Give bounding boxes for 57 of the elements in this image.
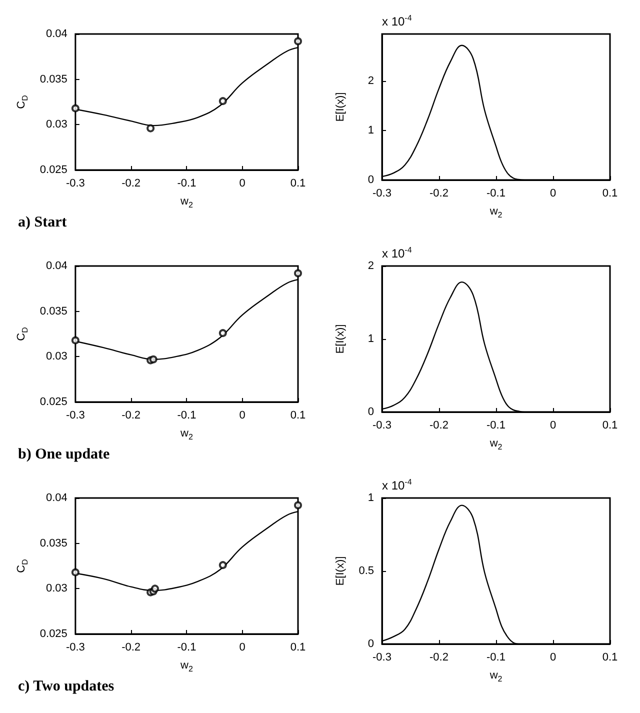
x-tick-label: -0.3 [372, 652, 392, 664]
x-tick-label: -0.3 [372, 420, 392, 432]
x-tick-label: -0.3 [66, 178, 85, 190]
y-tick-label: 0.035 [40, 537, 68, 550]
x-tick-label: -0.2 [430, 188, 448, 200]
x-tick-label: -0.1 [486, 188, 506, 200]
y-tick-label: 2 [368, 75, 374, 88]
x-tick-label: -0.3 [66, 642, 85, 654]
y-tick-label: 0.04 [46, 260, 68, 272]
x-tick-label: -0.3 [372, 188, 392, 200]
x-tick-label: 0 [550, 420, 556, 432]
text: b) One update [18, 446, 110, 462]
x-tick-label: -0.1 [486, 420, 506, 432]
y-axis-title: E[I(x)] [334, 556, 346, 586]
x-tick-label: 0.1 [290, 178, 306, 190]
x-tick-label: -0.2 [430, 652, 448, 664]
y-tick-label: 0.5 [358, 565, 374, 577]
x-tick-label: 0.1 [290, 410, 306, 422]
y-tick-label: 0.03 [46, 350, 68, 363]
x-tick-label: -0.3 [66, 410, 85, 422]
x-tick-label: -0.1 [486, 652, 506, 664]
y-axis-title: CD [16, 94, 30, 109]
y-tick-label: 0.04 [46, 28, 68, 40]
x-tick-label: 0 [239, 642, 246, 654]
y-tick-label: 0.025 [40, 628, 68, 640]
y-axis-title: CD [16, 558, 30, 573]
x-tick-label: -0.1 [177, 642, 196, 654]
y-tick-label: 0.025 [40, 164, 68, 176]
y-tick-label: 0.035 [40, 305, 68, 318]
x-tick-label: 0.1 [290, 642, 306, 654]
y-tick-label: 0.025 [40, 396, 68, 408]
x-tick-label: 0 [239, 410, 246, 422]
text: c) Two updates [18, 678, 114, 694]
y-axis-title: CD [16, 326, 30, 341]
x-tick-label: 0 [239, 178, 246, 190]
x-tick-label: -0.1 [177, 410, 196, 422]
text: a) Start [18, 214, 67, 230]
x-tick-label: -0.2 [122, 642, 141, 654]
y-tick-label: 1 [368, 124, 374, 137]
x-tick-label: 0 [550, 652, 556, 664]
y-axis-title: E[I(x)] [334, 92, 346, 122]
x-tick-label: 0 [550, 188, 556, 200]
x-tick-label: -0.2 [430, 420, 448, 432]
y-tick-label: 2 [368, 260, 374, 272]
y-tick-label: 0.03 [46, 118, 68, 131]
x-tick-label: 0.1 [602, 652, 618, 664]
y-tick-label: 1 [368, 333, 374, 345]
x-tick-label: -0.2 [122, 410, 141, 422]
y-tick-label: 1 [368, 492, 374, 504]
x-tick-label: 0.1 [602, 420, 618, 432]
y-tick-label: 0.035 [40, 73, 68, 86]
y-tick-label: 0.03 [46, 582, 68, 595]
x-tick-label: 0.1 [602, 188, 618, 200]
y-tick-label: 0.04 [46, 492, 68, 504]
x-tick-label: -0.2 [122, 178, 141, 190]
y-axis-title: E[I(x)] [334, 324, 346, 354]
x-tick-label: -0.1 [177, 178, 196, 190]
